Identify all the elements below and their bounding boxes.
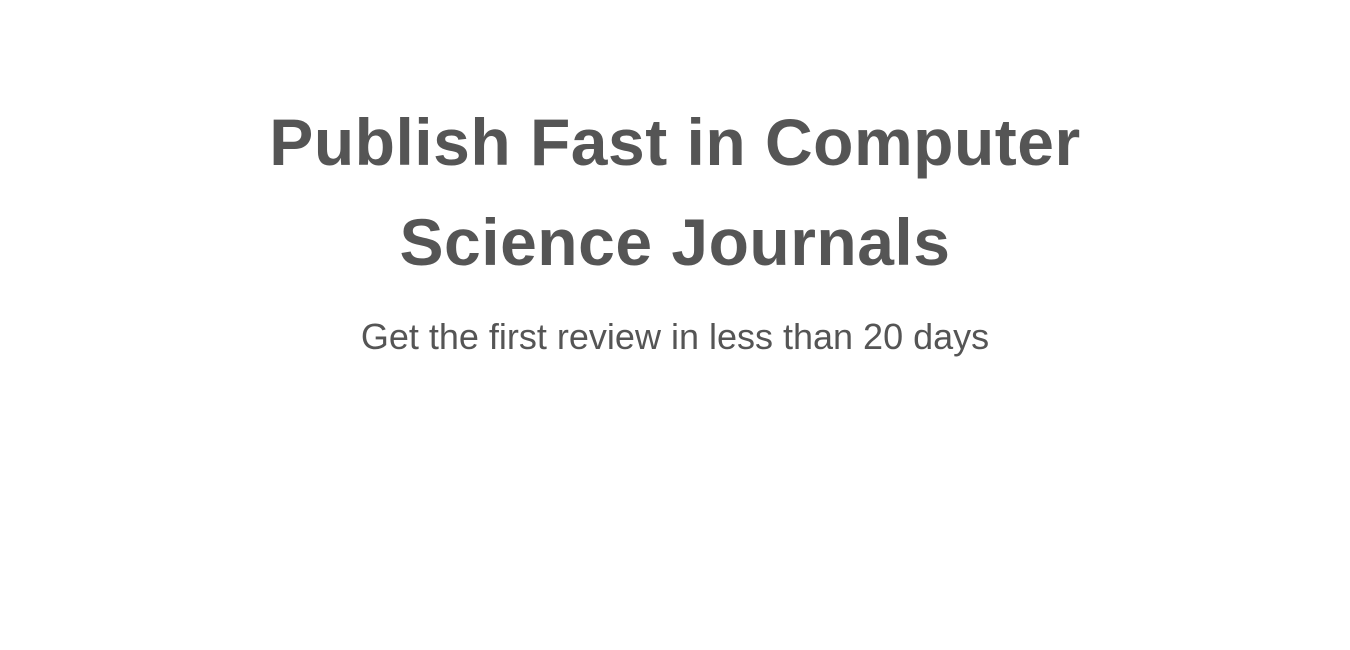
hero-section: Publish Fast in Computer Science Journal… — [0, 92, 1350, 362]
page-title: Publish Fast in Computer Science Journal… — [0, 92, 1350, 292]
page-title-line-2: Science Journals — [399, 205, 951, 279]
page-title-line-1: Publish Fast in Computer — [269, 105, 1081, 179]
page-subtitle: Get the first review in less than 20 day… — [360, 316, 990, 357]
